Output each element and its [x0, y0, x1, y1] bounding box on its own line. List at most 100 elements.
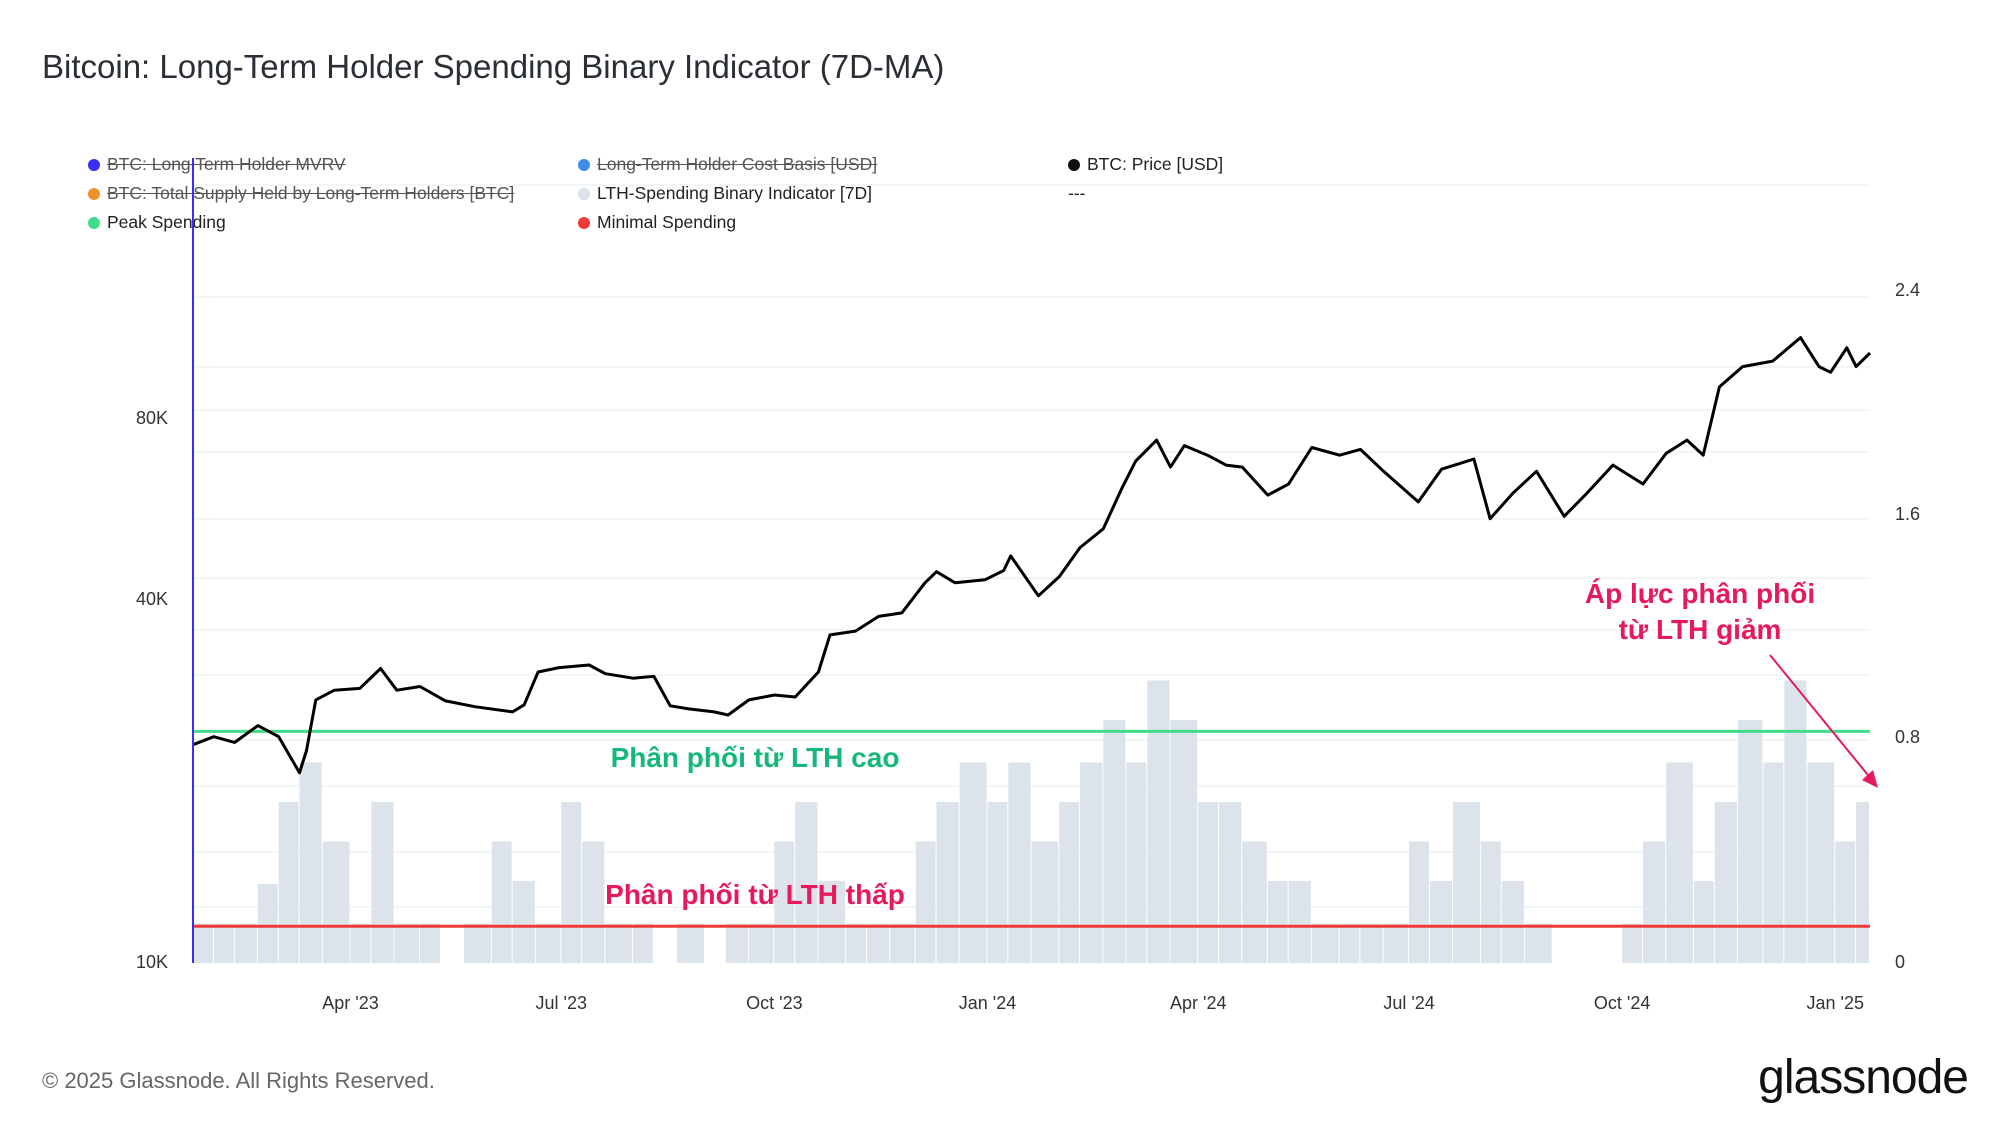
lth-spending-bar — [1288, 881, 1311, 963]
lth-spending-bar — [1763, 762, 1784, 963]
legend-label: BTC: Total Supply Held by Long-Term Hold… — [107, 183, 515, 203]
legend-dot-icon — [578, 187, 590, 200]
legend-item[interactable]: BTC: Price [USD] — [1068, 154, 1223, 175]
lth-spending-bar — [1714, 801, 1737, 963]
legend-dot-icon — [578, 158, 590, 171]
lth-spending-bar — [867, 923, 890, 963]
lth-spending-bar — [1501, 881, 1524, 963]
reference-lines — [193, 729, 1870, 928]
lth-spending-bar — [1429, 881, 1453, 963]
lth-spending-bar — [795, 801, 818, 963]
gridlines — [193, 184, 1870, 908]
legend-item[interactable]: Peak Spending — [88, 212, 226, 233]
legend-item[interactable]: --- — [1068, 183, 1085, 204]
lth-spending-bar — [605, 923, 633, 963]
legend-dot-icon — [1068, 158, 1080, 171]
x-tick-label: Jul '24 — [1383, 993, 1434, 1013]
annotation-low-distribution: Phân phối từ LTH thấp — [605, 879, 905, 910]
btc-price-line — [192, 336, 1872, 775]
legend: BTC: Long Term Holder MVRV Long-Term Hold… — [88, 154, 1878, 244]
lth-spending-bar — [299, 762, 322, 963]
annotation-arrow-shaft — [1769, 654, 1873, 781]
lth-spending-bar — [959, 762, 987, 963]
left-tick-label: 40K — [136, 589, 168, 609]
annotation-arrow-head-icon — [1862, 770, 1878, 788]
lth-spending-bar — [1835, 841, 1856, 963]
legend-item[interactable]: BTC: Long Term Holder MVRV — [88, 154, 346, 175]
lth-spending-bar — [987, 801, 1008, 963]
lth-spending-bar — [1198, 801, 1219, 963]
lth-spending-bar — [1622, 923, 1643, 963]
x-tick-label: Jan '25 — [1807, 993, 1864, 1013]
lth-spending-bar — [1080, 762, 1103, 963]
x-tick-label: Oct '24 — [1594, 993, 1650, 1013]
lth-spending-bar — [1219, 801, 1242, 963]
legend-item[interactable]: LTH-Spending Binary Indicator [7D] — [578, 183, 872, 204]
lth-spending-bar — [419, 923, 440, 963]
lth-spending-bar — [1784, 680, 1807, 963]
lth-spending-bar — [234, 923, 257, 963]
lth-spending-bar — [1666, 762, 1693, 963]
right-tick-label: 0 — [1895, 952, 1905, 972]
lth-spending-bar — [464, 923, 491, 963]
legend-label: LTH-Spending Binary Indicator [7D] — [597, 183, 872, 203]
lth-spending-bar — [278, 801, 299, 963]
copyright-footer: © 2025 Glassnode. All Rights Reserved. — [42, 1068, 435, 1093]
right-tick-label: 1.6 — [1895, 504, 1920, 524]
lth-spending-bar — [725, 923, 748, 963]
right-axis-ticks: 0 0.8 1.6 2.4 — [1895, 280, 1920, 972]
annotation-decreasing-pressure: từ LTH giảm — [1619, 614, 1782, 645]
right-tick-label: 0.8 — [1895, 727, 1920, 747]
lth-spending-bar — [1103, 720, 1126, 963]
legend-label: BTC: Long Term Holder MVRV — [107, 154, 346, 174]
lth-spending-bar — [1453, 801, 1480, 963]
x-tick-label: Jul '23 — [536, 993, 587, 1013]
lth-spending-bar — [1059, 801, 1080, 963]
lth-spending-bar — [394, 923, 419, 963]
lth-spending-bar — [1339, 923, 1360, 963]
lth-spending-bar — [1807, 762, 1835, 963]
lth-spending-bar — [1480, 841, 1501, 963]
lth-spending-bar — [1856, 801, 1869, 963]
x-tick-label: Apr '24 — [1170, 993, 1226, 1013]
lth-spending-bar — [1031, 841, 1059, 963]
legend-item[interactable]: BTC: Total Supply Held by Long-Term Hold… — [88, 183, 514, 204]
x-axis-ticks: Apr '23 Jul '23 Oct '23 Jan '24 Apr '24 Jul '… — [322, 993, 1864, 1013]
lth-spending-bar — [890, 923, 915, 963]
lth-spending-bars — [193, 680, 1869, 963]
chart-title: Bitcoin: Long-Term Holder Spending Binar… — [42, 48, 945, 85]
lth-spending-bar — [350, 923, 371, 963]
legend-label: Peak Spending — [107, 212, 226, 232]
x-tick-label: Jan '24 — [959, 993, 1016, 1013]
annotation-high-distribution: Phân phối từ LTH cao — [611, 742, 900, 773]
lth-spending-bar — [915, 841, 936, 963]
lth-spending-bar — [1524, 923, 1552, 963]
lth-spending-bar — [322, 841, 350, 963]
legend-item[interactable]: Minimal Spending — [578, 212, 736, 233]
left-axis-ticks: 10K 40K 80K — [136, 408, 168, 972]
lth-spending-bar — [1008, 762, 1031, 963]
x-tick-label: Oct '23 — [746, 993, 802, 1013]
legend-dot-icon — [88, 158, 100, 171]
lth-spending-bar — [561, 801, 582, 963]
annotations: Phân phối từ LTH cao Phân phối từ LTH thấ… — [605, 578, 1878, 910]
lth-spending-bar — [371, 801, 394, 963]
lth-spending-bar — [1383, 923, 1409, 963]
lth-spending-bar — [1693, 881, 1714, 963]
legend-item[interactable]: Long-Term Holder Cost Basis [USD] — [578, 154, 877, 175]
lth-spending-bar — [1409, 841, 1429, 963]
legend-label: Long-Term Holder Cost Basis [USD] — [597, 154, 878, 174]
left-tick-label: 10K — [136, 952, 168, 972]
lth-spending-bar — [1126, 762, 1147, 963]
lth-spending-bar — [193, 923, 213, 963]
x-tick-label: Apr '23 — [322, 993, 378, 1013]
legend-dot-icon — [88, 187, 100, 200]
lth-spending-bar — [1267, 881, 1288, 963]
legend-dot-icon — [578, 216, 590, 229]
lth-spending-bar — [846, 923, 867, 963]
lth-spending-bar — [1643, 841, 1666, 963]
legend-label: BTC: Price [USD] — [1087, 154, 1224, 174]
legend-label: Minimal Spending — [597, 212, 737, 232]
lth-spending-bar — [1242, 841, 1267, 963]
